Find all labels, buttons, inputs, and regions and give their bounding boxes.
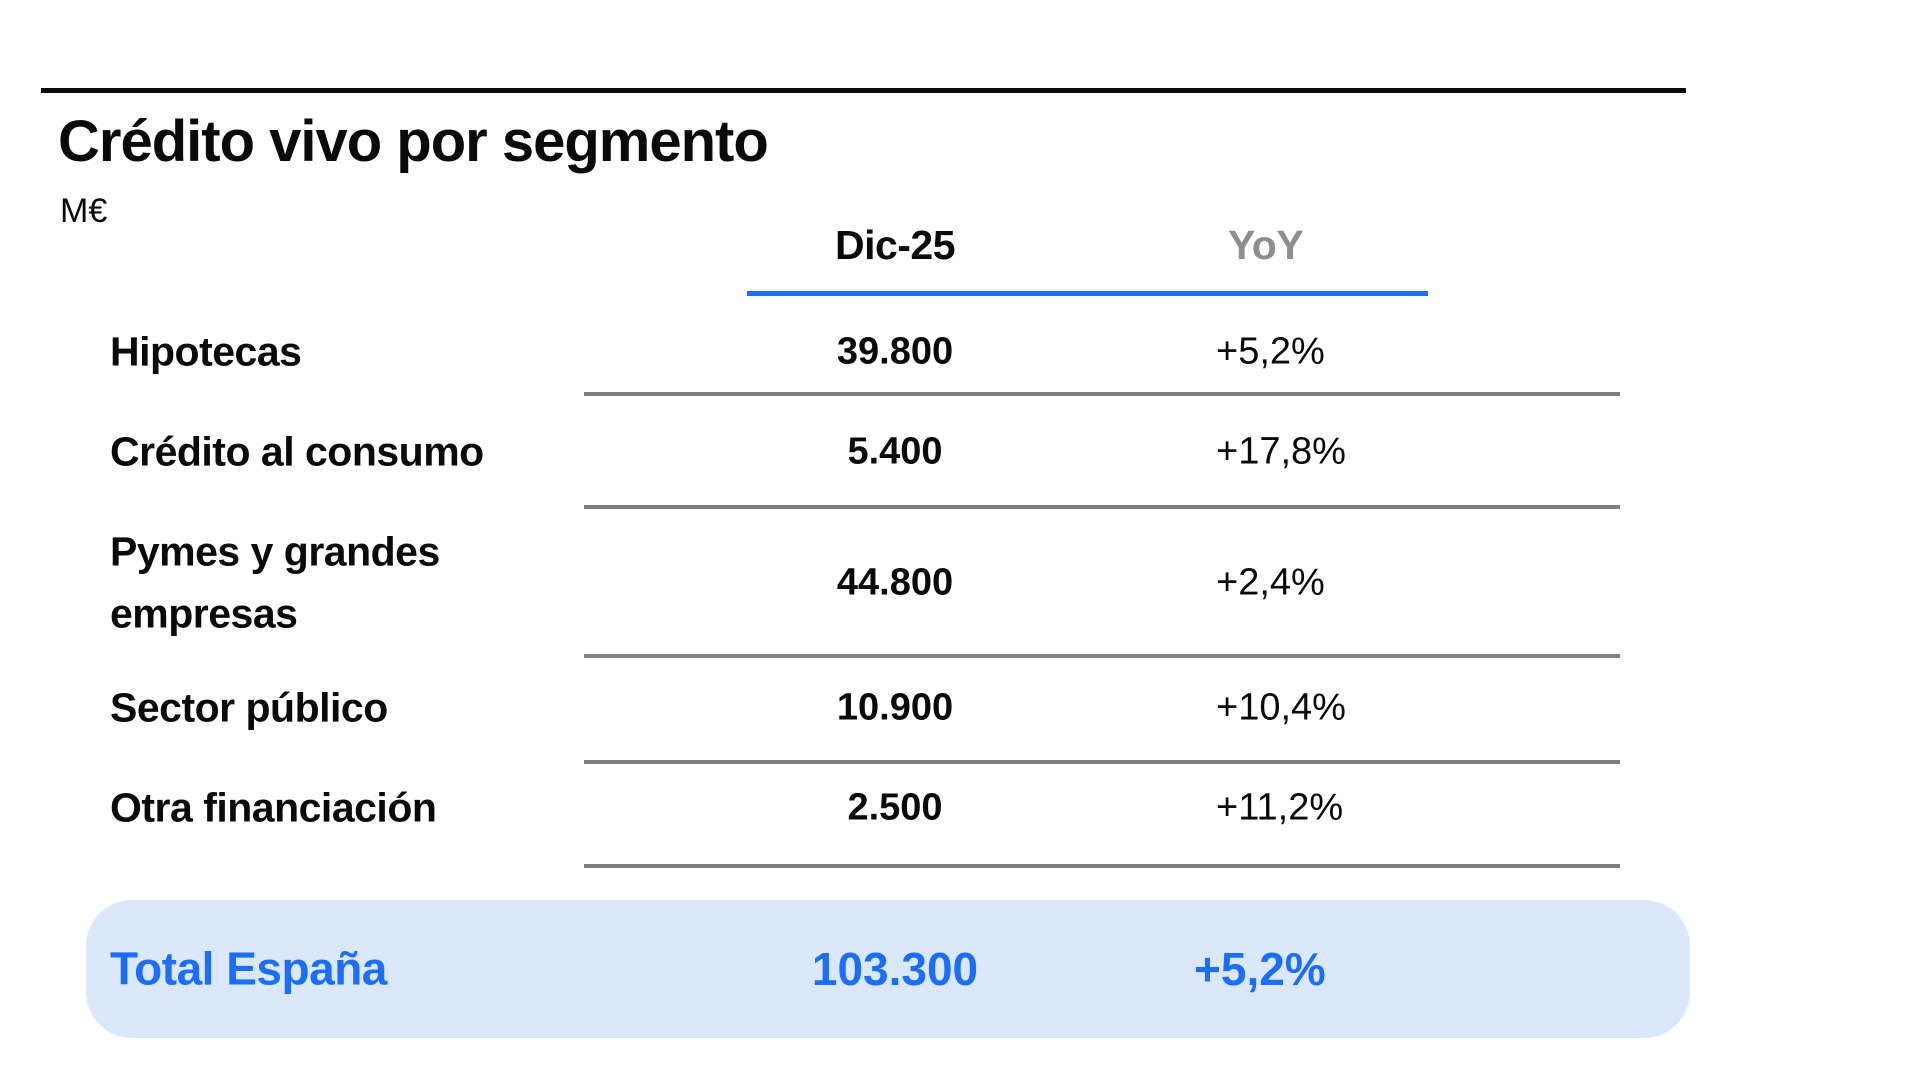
row-divider (584, 392, 1620, 396)
row-value-yoy: +5,2% (1216, 330, 1325, 373)
row-value-yoy: +11,2% (1216, 786, 1344, 829)
row-value-yoy: +2,4% (1216, 561, 1325, 604)
header-underline (747, 291, 1428, 296)
total-label: Total España (110, 942, 387, 995)
top-rule (41, 88, 1686, 93)
total-row: Total España 103.300 +5,2% (86, 900, 1690, 1038)
table-row: Sector público 10.900 +10,4% (0, 678, 1920, 738)
row-value-dic25: 44.800 (836, 561, 954, 604)
row-divider (584, 505, 1620, 509)
table-row: Pymes y grandes empresas 44.800 +2,4% (0, 523, 1920, 643)
page-title: Crédito vivo por segmento (58, 109, 769, 174)
row-value-dic25: 5.400 (847, 430, 943, 473)
row-divider (584, 760, 1620, 764)
row-value-yoy: +10,4% (1216, 686, 1346, 729)
row-value-yoy: +17,8% (1216, 430, 1346, 473)
row-label: Crédito al consumo (110, 428, 484, 475)
table-row: Otra financiación 2.500 +11,2% (0, 778, 1920, 838)
total-value-dic25: 103.300 (811, 943, 979, 995)
row-label: Otra financiación (110, 784, 437, 831)
row-label: Hipotecas (110, 328, 302, 375)
row-value-dic25: 10.900 (836, 686, 954, 729)
total-value-yoy: +5,2% (1194, 943, 1326, 995)
column-header-yoy: YoY (1228, 222, 1304, 268)
table-row: Crédito al consumo 5.400 +17,8% (0, 422, 1920, 482)
row-label: Sector público (110, 684, 388, 731)
row-divider (584, 654, 1620, 658)
row-value-dic25: 39.800 (836, 330, 954, 373)
row-label: Pymes y grandes empresas (110, 528, 440, 637)
unit-label: M€ (60, 192, 108, 230)
row-divider (584, 864, 1620, 868)
row-value-dic25: 2.500 (847, 786, 943, 829)
column-header-dic25: Dic-25 (834, 222, 956, 268)
table-row: Hipotecas 39.800 +5,2% (0, 322, 1920, 382)
